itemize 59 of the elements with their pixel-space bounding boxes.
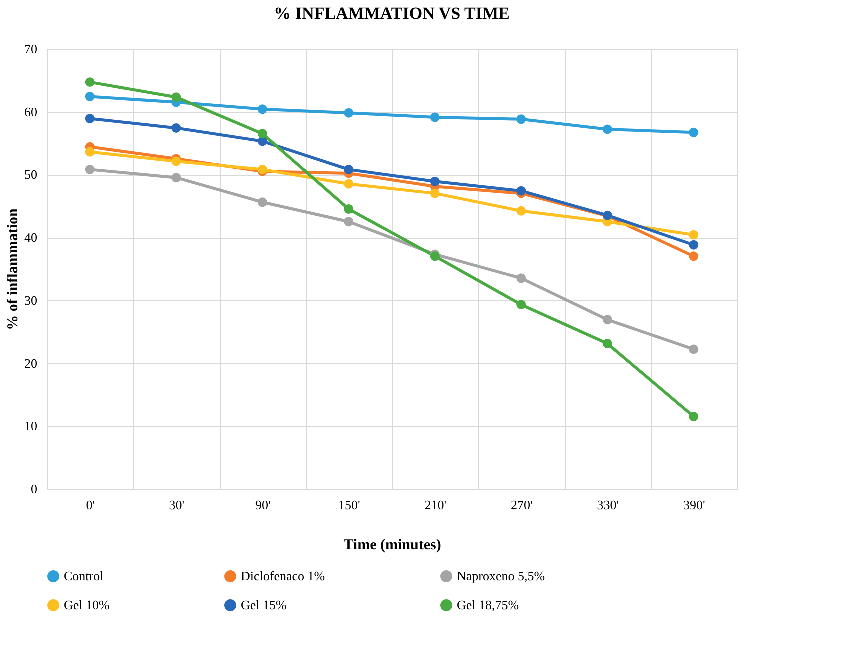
- point: [602, 124, 612, 134]
- legend-label: Diclofenaco 1%: [241, 568, 326, 584]
- point: [344, 108, 354, 118]
- y-axis-title: % of inflammation: [6, 208, 22, 330]
- x-tick-label: 270': [510, 498, 533, 512]
- point: [344, 217, 354, 227]
- chart-title: % INFLAMMATION VS TIME: [274, 4, 510, 23]
- point: [85, 92, 95, 102]
- point: [85, 78, 95, 88]
- y-tick-label: 20: [24, 356, 38, 371]
- point: [258, 198, 268, 208]
- y-tick-label: 30: [24, 292, 38, 308]
- point: [172, 92, 182, 102]
- point: [516, 186, 526, 196]
- point: [602, 339, 612, 349]
- x-tick-label: 30': [169, 498, 185, 512]
- point: [689, 252, 699, 262]
- point: [258, 129, 268, 139]
- point: [430, 112, 440, 122]
- legend-label: Control: [64, 568, 104, 584]
- point: [689, 344, 699, 354]
- legend-label: Naproxeno 5,5%: [457, 568, 546, 584]
- point: [85, 147, 95, 157]
- x-tick-label: 390': [683, 498, 706, 512]
- point: [689, 128, 699, 138]
- y-tick-label: 70: [24, 42, 38, 56]
- legend-label: Gel 10%: [64, 598, 110, 612]
- point: [344, 164, 354, 174]
- x-tick-label: 0': [86, 498, 96, 512]
- y-tick-label: 0: [31, 482, 38, 496]
- point: [344, 204, 354, 214]
- point: [516, 206, 526, 216]
- x-tick-label: 210': [424, 498, 447, 512]
- point: [689, 230, 699, 240]
- point: [344, 179, 354, 189]
- point: [172, 156, 182, 166]
- point: [85, 164, 95, 174]
- point: [430, 188, 440, 198]
- point: [516, 114, 526, 124]
- y-tick-label: 60: [24, 104, 38, 120]
- point: [602, 315, 612, 325]
- x-tick-label: 150': [338, 498, 360, 512]
- point: [430, 176, 440, 186]
- legend-label: Gel 15%: [241, 598, 288, 612]
- point: [172, 123, 182, 133]
- y-tick-label: 40: [24, 230, 38, 246]
- x-tick-label: 330': [597, 498, 620, 512]
- y-tick-label: 10: [24, 418, 38, 434]
- point: [85, 114, 95, 124]
- x-tick-label: 90': [255, 498, 271, 512]
- point: [258, 104, 268, 114]
- point: [516, 300, 526, 310]
- point: [172, 173, 182, 183]
- point: [689, 240, 699, 250]
- x-axis-title: Time (minutes): [344, 538, 442, 554]
- point: [516, 274, 526, 284]
- point: [689, 412, 699, 422]
- y-tick-label: 50: [24, 167, 38, 182]
- legend-label: Gel 18,75%: [457, 598, 520, 612]
